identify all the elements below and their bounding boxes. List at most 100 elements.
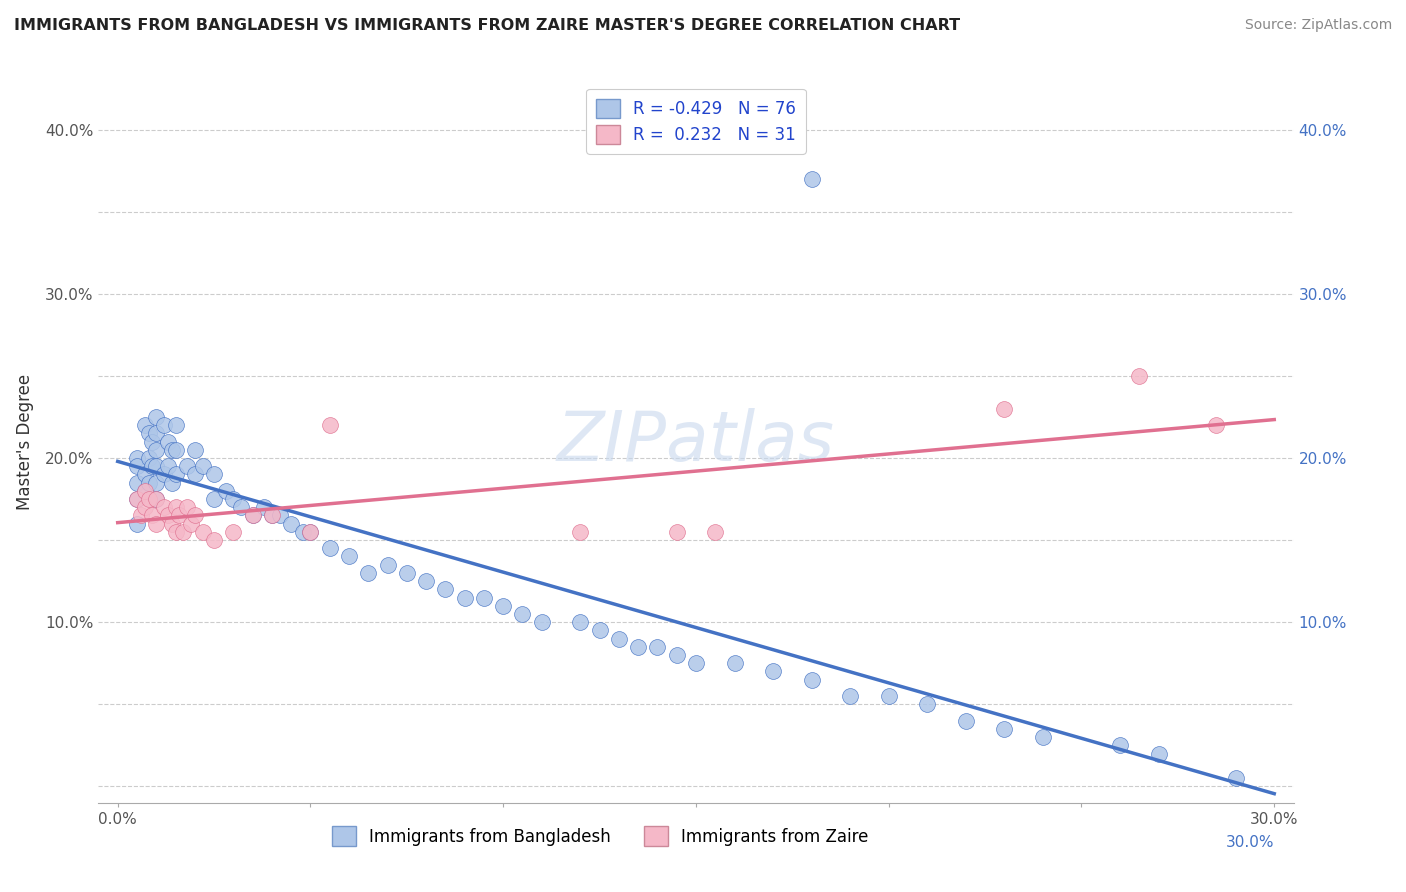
Point	[627, 640, 650, 654]
Point	[472, 591, 495, 605]
Point	[299, 524, 322, 539]
Point	[955, 714, 977, 728]
Point	[530, 615, 553, 630]
Point	[800, 673, 823, 687]
Point	[184, 508, 207, 523]
Point	[156, 508, 179, 523]
Point	[125, 491, 148, 506]
Legend: Immigrants from Bangladesh, Immigrants from Zaire: Immigrants from Bangladesh, Immigrants f…	[326, 820, 875, 852]
Point	[917, 698, 939, 712]
Point	[165, 418, 187, 433]
Point	[141, 434, 163, 449]
Point	[665, 524, 688, 539]
Point	[180, 516, 202, 531]
Point	[156, 434, 179, 449]
Point	[191, 524, 214, 539]
Point	[260, 508, 283, 523]
Point	[138, 426, 160, 441]
Point	[160, 442, 183, 457]
Point	[993, 401, 1015, 416]
Point	[145, 475, 167, 490]
Point	[704, 524, 727, 539]
Point	[1032, 730, 1054, 744]
Point	[141, 508, 163, 523]
Point	[242, 508, 264, 523]
Point	[434, 582, 457, 597]
Point	[134, 467, 156, 482]
Point	[160, 475, 183, 490]
Point	[665, 648, 688, 662]
Point	[299, 524, 322, 539]
Point	[377, 558, 399, 572]
Point	[145, 409, 167, 424]
Point	[569, 524, 592, 539]
Point	[138, 450, 160, 465]
Point	[269, 508, 291, 523]
Point	[492, 599, 515, 613]
Point	[337, 549, 360, 564]
Point	[415, 574, 437, 588]
Point	[160, 516, 183, 531]
Point	[138, 491, 160, 506]
Point	[800, 171, 823, 186]
Point	[145, 442, 167, 457]
Point	[153, 418, 176, 433]
Point	[319, 418, 342, 433]
Point	[280, 516, 302, 531]
Point	[156, 459, 179, 474]
Point	[169, 508, 191, 523]
Point	[125, 491, 148, 506]
Point	[134, 500, 156, 515]
Point	[588, 624, 610, 638]
Point	[125, 450, 148, 465]
Point	[647, 640, 669, 654]
Text: 30.0%: 30.0%	[1226, 835, 1274, 850]
Point	[125, 516, 148, 531]
Point	[134, 418, 156, 433]
Point	[191, 459, 214, 474]
Point	[1225, 771, 1247, 785]
Point	[222, 524, 245, 539]
Point	[184, 442, 207, 457]
Point	[214, 483, 236, 498]
Point	[145, 491, 167, 506]
Point	[1205, 418, 1227, 433]
Point	[1128, 368, 1150, 383]
Point	[202, 467, 225, 482]
Point	[512, 607, 534, 621]
Point	[685, 657, 707, 671]
Point	[222, 491, 245, 506]
Point	[165, 524, 187, 539]
Point	[395, 566, 418, 580]
Point	[176, 500, 198, 515]
Point	[607, 632, 630, 646]
Point	[145, 516, 167, 531]
Point	[253, 500, 276, 515]
Point	[229, 500, 252, 515]
Point	[1109, 739, 1132, 753]
Point	[723, 657, 745, 671]
Point	[165, 500, 187, 515]
Point	[125, 459, 148, 474]
Point	[1147, 747, 1170, 761]
Point	[202, 533, 225, 547]
Point	[138, 475, 160, 490]
Point	[145, 491, 167, 506]
Point	[242, 508, 264, 523]
Text: Source: ZipAtlas.com: Source: ZipAtlas.com	[1244, 18, 1392, 32]
Text: ZIPatlas: ZIPatlas	[557, 408, 835, 475]
Point	[165, 442, 187, 457]
Point	[176, 459, 198, 474]
Point	[291, 524, 314, 539]
Point	[453, 591, 475, 605]
Point	[260, 508, 283, 523]
Point	[993, 722, 1015, 736]
Y-axis label: Master's Degree: Master's Degree	[15, 374, 34, 509]
Point	[134, 483, 156, 498]
Point	[153, 500, 176, 515]
Point	[145, 459, 167, 474]
Point	[141, 459, 163, 474]
Point	[839, 689, 862, 703]
Point	[145, 426, 167, 441]
Point	[202, 491, 225, 506]
